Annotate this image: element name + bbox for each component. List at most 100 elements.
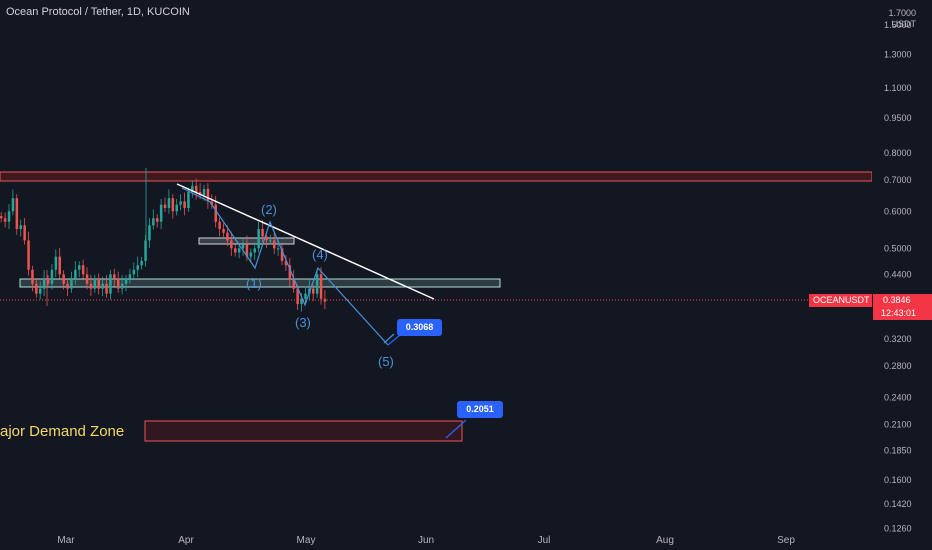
y-tick-label: 1.1000 xyxy=(884,83,912,93)
candle-body xyxy=(265,236,268,241)
y-tick-label: 0.2400 xyxy=(884,392,912,402)
candle-body xyxy=(66,283,69,289)
x-tick-label: May xyxy=(297,535,316,546)
candle-body xyxy=(128,274,132,279)
candle-body xyxy=(89,283,93,289)
candle-body xyxy=(249,252,253,257)
y-tick-label: 0.1260 xyxy=(884,523,912,533)
candle-body xyxy=(39,288,42,294)
candle-body xyxy=(206,188,210,202)
candle-body xyxy=(117,278,120,289)
candles-group xyxy=(0,168,327,312)
candle-body xyxy=(241,244,245,249)
y-tick-label: 0.5000 xyxy=(884,243,912,253)
candle-body xyxy=(54,256,58,270)
target-1-pointer xyxy=(387,334,401,346)
candle-body xyxy=(230,240,233,249)
current-price-tag: 0.3846 12:43:01 xyxy=(873,294,932,320)
candle-body xyxy=(292,278,295,289)
x-tick-label: Mar xyxy=(57,535,75,546)
candle-body xyxy=(46,278,50,284)
candle-body xyxy=(179,201,182,205)
x-tick-label: Aug xyxy=(656,535,674,546)
candle-body xyxy=(226,232,229,241)
candle-body xyxy=(304,293,307,299)
y-tick-label: 1.5000 xyxy=(884,20,912,30)
price-axis-panel[interactable] xyxy=(872,0,932,550)
candle-body xyxy=(136,265,139,270)
candle-body xyxy=(7,211,11,222)
demand-zone-label: ajor Demand Zone xyxy=(0,423,125,440)
candle-body xyxy=(218,221,221,229)
candle-body xyxy=(35,283,38,294)
current-price-value: 0.3846 xyxy=(883,295,911,305)
candle-body xyxy=(124,278,128,284)
wave-label-2: (2) xyxy=(261,202,277,217)
price-unit-label: USDT xyxy=(891,19,917,29)
candle-body xyxy=(234,248,237,253)
candle-body xyxy=(3,218,7,222)
elliott-wave-path[interactable] xyxy=(181,187,389,346)
candle-body xyxy=(74,269,77,279)
candle-body xyxy=(85,274,89,284)
price-axis-top-label: 1.7000 xyxy=(888,8,916,18)
candle-body xyxy=(156,218,159,222)
candle-body xyxy=(11,198,15,212)
y-tick-label: 0.2100 xyxy=(884,420,912,430)
descending-trendline[interactable] xyxy=(176,183,435,300)
candle-body xyxy=(198,191,202,196)
candle-body xyxy=(152,218,155,226)
candle-body xyxy=(101,283,104,289)
candle-body xyxy=(261,228,264,237)
candle-body xyxy=(50,269,54,284)
wave-projection-arrow xyxy=(383,333,395,344)
x-tick-label: Apr xyxy=(178,535,194,546)
candle-body xyxy=(62,274,65,284)
target-2-bubble[interactable]: 0.2051 xyxy=(457,401,503,418)
y-tick-label: 0.8000 xyxy=(884,148,912,158)
y-tick-label: 0.1420 xyxy=(884,499,912,509)
candle-body xyxy=(175,204,178,212)
target-2-pointer xyxy=(445,419,467,439)
support-zone-lower[interactable] xyxy=(19,278,501,288)
chart-title: Ocean Protocol / Tether, 1D, KUCOIN xyxy=(6,6,190,18)
candle-body xyxy=(288,265,292,279)
candle-body xyxy=(191,185,194,192)
y-tick-label: 1.3000 xyxy=(884,49,912,59)
resistance-zone[interactable] xyxy=(0,171,873,182)
candle-body xyxy=(58,256,61,275)
candle-body xyxy=(144,240,147,261)
candle-body xyxy=(78,265,81,270)
candle-body xyxy=(245,244,249,257)
x-tick-label: Jul xyxy=(538,535,551,546)
candle-body xyxy=(273,240,276,249)
candle-body xyxy=(0,216,3,219)
demand-zone[interactable] xyxy=(144,420,463,442)
candle-body xyxy=(187,191,190,208)
candle-body xyxy=(214,204,217,222)
candle-body xyxy=(222,228,225,233)
candle-body xyxy=(296,288,299,305)
y-tick-label: 0.3200 xyxy=(884,334,912,344)
candle-body xyxy=(19,225,22,229)
y-tick-label: 0.7000 xyxy=(884,175,912,185)
y-tick-label: 0.9500 xyxy=(884,113,912,123)
candle-body xyxy=(269,240,272,242)
candle-body xyxy=(312,288,315,294)
y-tick-label: 0.1850 xyxy=(884,445,912,455)
candle-body xyxy=(132,269,136,275)
candle-body xyxy=(253,248,256,253)
candle-body xyxy=(315,274,319,294)
wave-label-5: (5) xyxy=(378,354,394,369)
candle-body xyxy=(93,278,97,289)
wave-label-4: (4) xyxy=(312,247,328,262)
candle-body xyxy=(167,198,171,208)
candle-body xyxy=(159,204,163,222)
candle-body xyxy=(105,283,108,294)
candle-body xyxy=(319,274,323,299)
candle-body xyxy=(171,198,175,212)
y-tick-label: 0.6000 xyxy=(884,206,912,216)
target-1-bubble[interactable]: 0.3068 xyxy=(397,319,442,336)
candle-body xyxy=(140,260,143,266)
